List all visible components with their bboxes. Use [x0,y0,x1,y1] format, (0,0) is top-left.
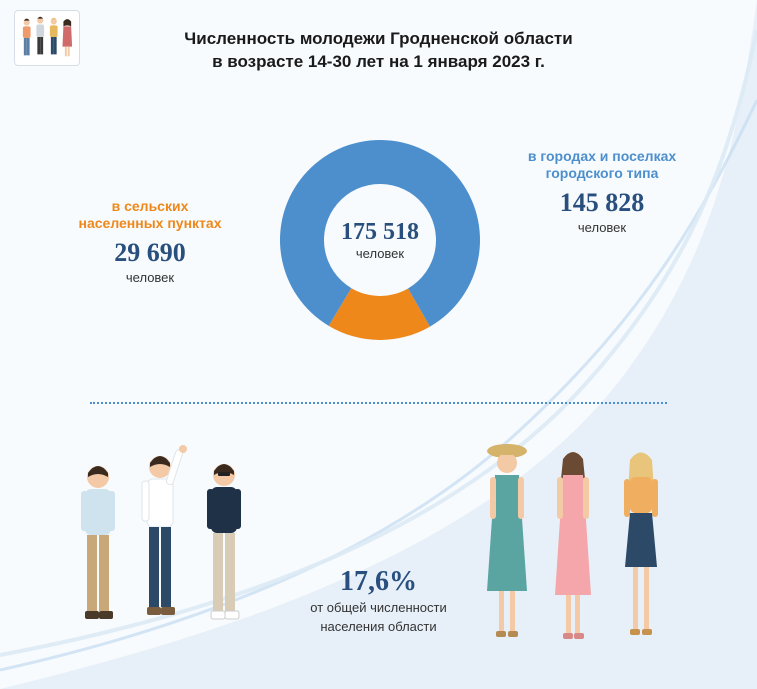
urban-unit: человек [497,220,707,235]
title-line-2: в возрасте 14-30 лет на 1 января 2023 г. [0,51,757,74]
total-unit: человек [341,246,419,261]
urban-label-line2: городского типа [497,165,707,182]
rural-label-line2: населенных пунктах [55,215,245,232]
rural-number: 29 690 [55,238,245,268]
page-title: Численность молодежи Гродненской области… [0,28,757,74]
rural-label-line1: в сельских [55,198,245,215]
share-desc-1: от общей численности [0,600,757,617]
urban-label-line1: в городах и поселках [497,148,707,165]
rural-label-block: в сельских населенных пунктах 29 690 чел… [55,198,245,285]
title-line-1: Численность молодежи Гродненской области [0,28,757,51]
urban-label-block: в городах и поселках городского типа 145… [497,148,707,235]
dotted-divider [90,402,667,404]
donut-chart: 175 518 человек [270,130,490,350]
rural-unit: человек [55,270,245,285]
share-desc-2: населения области [0,619,757,636]
share-stat: 17,6% от общей численности населения обл… [0,566,757,636]
share-pct: 17,6% [0,566,757,598]
total-number: 175 518 [341,219,419,246]
donut-center-label: 175 518 человек [341,219,419,261]
urban-number: 145 828 [497,188,707,218]
